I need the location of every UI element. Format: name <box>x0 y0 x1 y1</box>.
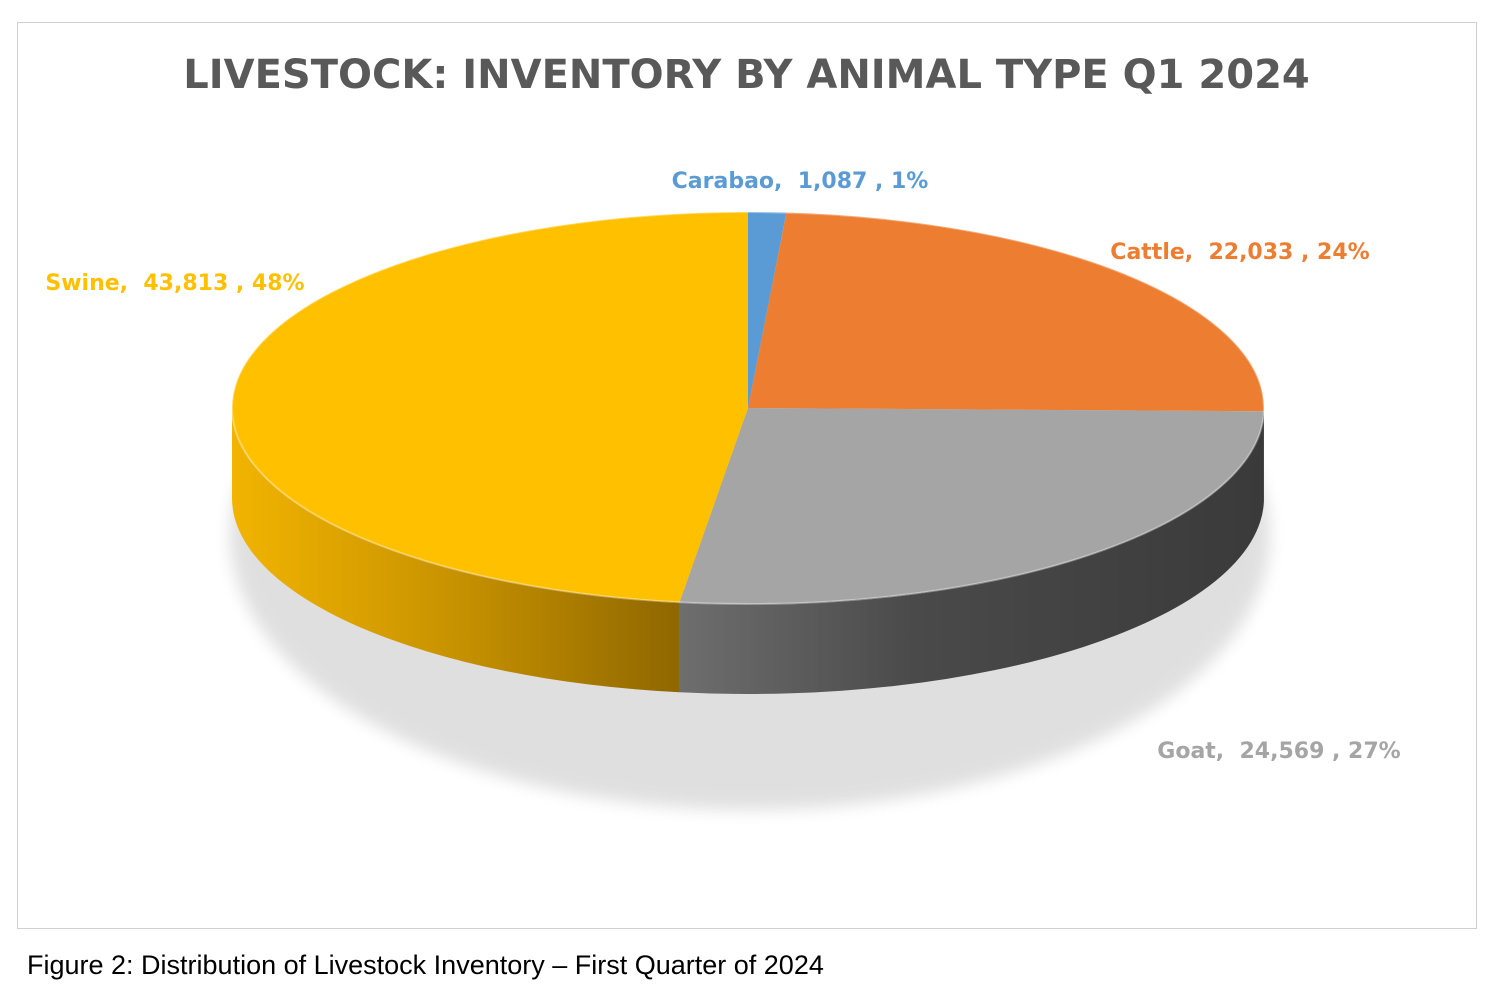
pie-slice-carabao <box>748 212 787 408</box>
pie-slice-goat <box>679 408 1264 604</box>
pie-side-goat <box>679 411 1264 694</box>
pie-side-swine <box>232 408 680 693</box>
data-label-goat: Goat, 24,569 , 27% <box>1157 739 1400 764</box>
pie-rim <box>231 211 1265 605</box>
pie-slice-cattle <box>748 212 1264 412</box>
pie-slice-swine <box>232 212 748 603</box>
figure-caption: Figure 2: Distribution of Livestock Inve… <box>27 950 824 980</box>
data-label-cattle: Cattle, 22,033 , 24% <box>1110 240 1369 265</box>
data-label-carabao: Carabao, 1,087 , 1% <box>672 169 929 194</box>
data-label-swine: Swine, 43,813 , 48% <box>45 271 304 296</box>
chart-title: LIVESTOCK: INVENTORY BY ANIMAL TYPE Q1 2… <box>183 52 1310 98</box>
